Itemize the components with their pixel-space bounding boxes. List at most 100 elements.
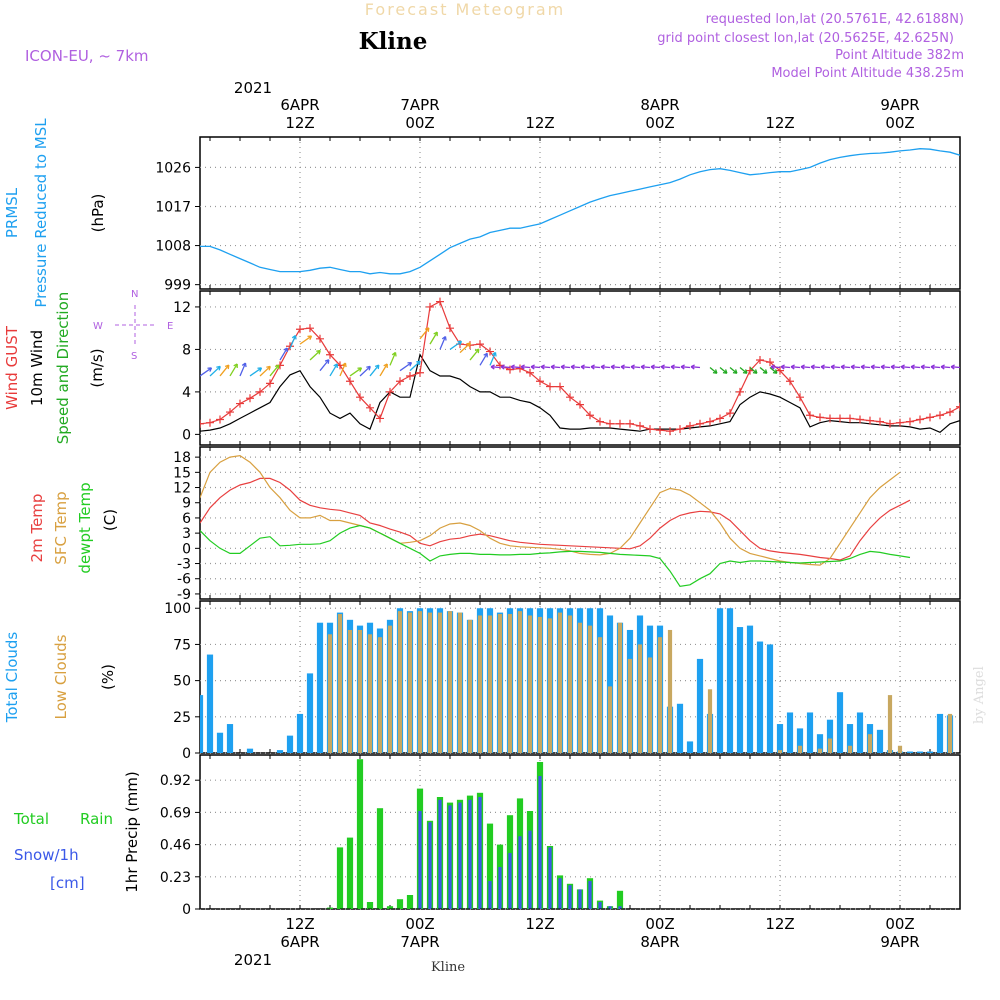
panel-wind: 0 4 8 12: [173, 290, 961, 446]
gust-marker: [846, 414, 854, 423]
snow-bar: [428, 822, 432, 909]
header-location: Kline: [359, 28, 428, 55]
total-cloud-bar: [226, 724, 234, 753]
gust-marker: [776, 366, 784, 375]
gust-marker: [656, 426, 664, 435]
wind-direction-arrow: [860, 366, 871, 369]
low-cloud-bar: [817, 748, 823, 753]
gust-marker: [616, 419, 624, 428]
wind-arrow-head: [620, 364, 625, 370]
low-cloud-bar: [797, 745, 803, 753]
wind-direction-arrow: [900, 366, 911, 369]
low-cloud-bar: [457, 612, 463, 753]
wind-arrow-head: [357, 367, 363, 372]
wind-arrow-head: [722, 369, 728, 374]
temp-2m-line: [200, 477, 911, 561]
wind-arrow-head: [224, 364, 230, 370]
low-cloud-bar: [517, 611, 523, 753]
top-date-label: 7APR: [400, 96, 439, 114]
panel-content: [200, 148, 960, 275]
snow-bar: [458, 802, 462, 909]
wind-direction-arrow: [870, 366, 881, 369]
rain-bar: [356, 759, 364, 909]
gust-marker: [796, 393, 804, 402]
wind-arrow-head: [424, 327, 430, 332]
wind-direction-arrow: [439, 336, 447, 350]
wind-direction-arrow: [299, 335, 312, 345]
gust-marker: [406, 371, 414, 380]
top-hour-label: 12Z: [285, 114, 314, 132]
wind-arrow-head: [483, 352, 488, 358]
gust-marker: [916, 415, 924, 424]
gust-marker: [736, 387, 744, 396]
panel-content: [200, 454, 911, 587]
wind-direction-arrow: [560, 366, 571, 369]
year-label-bottom: 2021: [234, 951, 272, 969]
wind-direction-arrow: [680, 366, 691, 369]
low-cloud-bar: [387, 625, 393, 753]
wind-direction-arrow: [930, 366, 941, 369]
gust-marker: [206, 418, 214, 427]
low-cloud-bar: [337, 614, 343, 753]
top-date-label: 8APR: [640, 96, 679, 114]
total-cloud-bar: [676, 703, 684, 753]
wind-label: 10m Wind: [28, 330, 46, 406]
wind-direction-arrow: [600, 366, 611, 369]
total-cloud-bar: [306, 673, 314, 753]
total-clouds-label: Total Clouds: [3, 632, 21, 724]
total-cloud-bar: [696, 658, 704, 753]
wind-direction-arrow: [940, 366, 951, 369]
gust-marker: [726, 409, 734, 418]
low-cloud-bar: [897, 745, 903, 753]
total-cloud-bar: [316, 622, 324, 753]
wind-direction-arrow: [729, 366, 738, 374]
total-cloud-bar: [926, 751, 934, 753]
bottom-hour-label: 12Z: [285, 915, 314, 933]
gust-marker: [586, 411, 594, 420]
gust-marker: [416, 368, 424, 377]
wind-direction-arrow: [759, 366, 768, 374]
panel-frame: [199, 136, 961, 290]
bottom-date-label: 8APR: [640, 933, 679, 951]
wind-direction-arrow: [510, 366, 521, 369]
total-cloud-bar: [846, 724, 854, 753]
bottom-date-label: 6APR: [280, 933, 319, 951]
top-hour-label: 12Z: [525, 114, 554, 132]
ytick-label: 1017: [155, 199, 191, 215]
wind-direction-arrow: [500, 366, 511, 369]
low-cloud-bar: [567, 615, 573, 753]
wind-direction-arrow: [690, 366, 701, 369]
wind-arrow-head: [433, 331, 438, 337]
low-cloud-bar: [507, 614, 513, 753]
gust-marker: [706, 417, 714, 426]
panel-precip: 0 0.23 0.46 0.69 0.92: [160, 754, 961, 918]
total-cloud-bar: [716, 608, 724, 753]
wind-arrow-head: [491, 351, 497, 357]
total-cloud-bar: [246, 748, 254, 753]
ytick-label: 0.23: [160, 870, 191, 886]
wind-gust-label: Wind GUST: [3, 325, 21, 410]
wind-arrow-head: [820, 364, 825, 370]
wind-direction-arrow: [200, 367, 212, 377]
wind-arrow-head: [810, 364, 815, 370]
watermark: by Angel: [972, 666, 987, 724]
total-cloud-bar: [296, 713, 304, 753]
low-cloud-bar: [667, 629, 673, 753]
wind-direction-arrow: [389, 352, 397, 366]
low-cloud-bar: [427, 612, 433, 753]
wind-arrow-head: [800, 364, 805, 370]
top-hour-label: 00Z: [405, 114, 434, 132]
gust-marker: [200, 419, 204, 428]
low-cloud-bar: [327, 634, 333, 753]
low-cloud-bar: [657, 637, 663, 753]
gust-marker: [376, 414, 384, 423]
gust-marker: [356, 393, 364, 402]
ytick-label: 0.92: [160, 773, 191, 789]
low-cloud-bar: [607, 686, 613, 753]
wind-arrow-head: [590, 364, 595, 370]
wind-arrow-head: [266, 365, 271, 371]
gust-marker: [286, 342, 294, 351]
ytick-label: 0.46: [160, 838, 191, 854]
wind-direction-arrow: [650, 366, 661, 369]
